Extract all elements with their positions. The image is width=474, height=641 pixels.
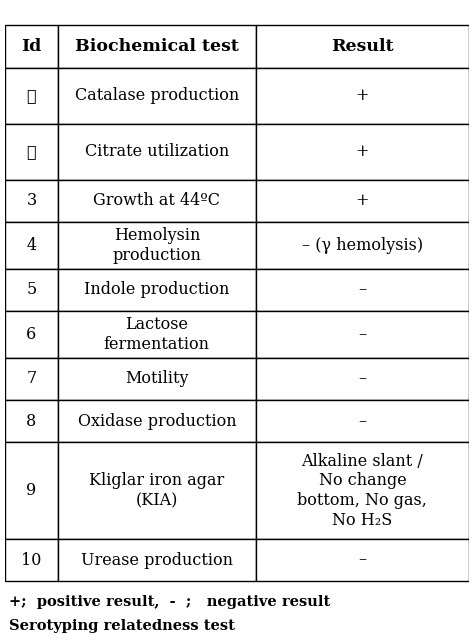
Text: 9: 9: [27, 482, 36, 499]
Text: Motility: Motility: [125, 370, 189, 387]
Text: –: –: [358, 326, 366, 343]
Text: Id: Id: [21, 38, 42, 55]
Text: 5: 5: [27, 281, 36, 298]
Text: –: –: [358, 551, 366, 569]
Bar: [58, 311, 255, 358]
Text: 6: 6: [27, 326, 36, 343]
Bar: [5, 539, 58, 581]
Bar: [58, 67, 255, 124]
Text: Biochemical test: Biochemical test: [75, 38, 239, 55]
Text: 10: 10: [21, 551, 42, 569]
Text: Result: Result: [331, 38, 394, 55]
Bar: [5, 442, 58, 539]
Text: +: +: [356, 143, 369, 160]
Text: Oxidase production: Oxidase production: [78, 413, 236, 429]
Bar: [5, 25, 58, 67]
Text: Alkaline slant /
No change
bottom, No gas,
No H₂S: Alkaline slant / No change bottom, No ga…: [298, 453, 428, 529]
Text: 3: 3: [27, 192, 36, 210]
Text: 8: 8: [27, 413, 36, 429]
Bar: [5, 179, 58, 222]
Text: +: +: [356, 87, 369, 104]
Bar: [255, 67, 469, 124]
Bar: [255, 358, 469, 400]
Text: Citrate utilization: Citrate utilization: [85, 143, 229, 160]
Text: Urease production: Urease production: [81, 551, 233, 569]
Bar: [58, 442, 255, 539]
Bar: [5, 269, 58, 311]
Bar: [58, 400, 255, 442]
Text: Catalase production: Catalase production: [75, 87, 239, 104]
Text: –: –: [358, 413, 366, 429]
Bar: [5, 311, 58, 358]
Bar: [5, 358, 58, 400]
Bar: [255, 539, 469, 581]
Text: Hemolysin
production: Hemolysin production: [112, 227, 201, 263]
Text: ٢: ٢: [27, 143, 36, 160]
Text: 7: 7: [27, 370, 36, 387]
Text: Kliglar iron agar
(KIA): Kliglar iron agar (KIA): [89, 472, 225, 509]
Bar: [255, 400, 469, 442]
Text: +;  positive result,  -  ;   negative result: +; positive result, - ; negative result: [9, 595, 331, 609]
Text: Serotyping relatedness test: Serotyping relatedness test: [9, 619, 235, 633]
Bar: [5, 67, 58, 124]
Bar: [255, 442, 469, 539]
Bar: [5, 124, 58, 179]
Bar: [255, 25, 469, 67]
Bar: [5, 222, 58, 269]
Text: –: –: [358, 370, 366, 387]
Text: ١: ١: [27, 87, 36, 104]
Bar: [58, 539, 255, 581]
Bar: [58, 222, 255, 269]
Text: –: –: [358, 281, 366, 298]
Bar: [58, 358, 255, 400]
Text: 4: 4: [27, 237, 36, 254]
Bar: [5, 400, 58, 442]
Bar: [58, 269, 255, 311]
Text: – (γ hemolysis): – (γ hemolysis): [302, 237, 423, 254]
Bar: [58, 124, 255, 179]
Text: +: +: [356, 192, 369, 210]
Bar: [58, 179, 255, 222]
Bar: [255, 222, 469, 269]
Text: Lactose
fermentation: Lactose fermentation: [104, 316, 210, 353]
Bar: [58, 25, 255, 67]
Text: Indole production: Indole production: [84, 281, 229, 298]
Bar: [255, 311, 469, 358]
Bar: [255, 269, 469, 311]
Bar: [255, 124, 469, 179]
Text: Growth at 44ºC: Growth at 44ºC: [93, 192, 220, 210]
Bar: [255, 179, 469, 222]
